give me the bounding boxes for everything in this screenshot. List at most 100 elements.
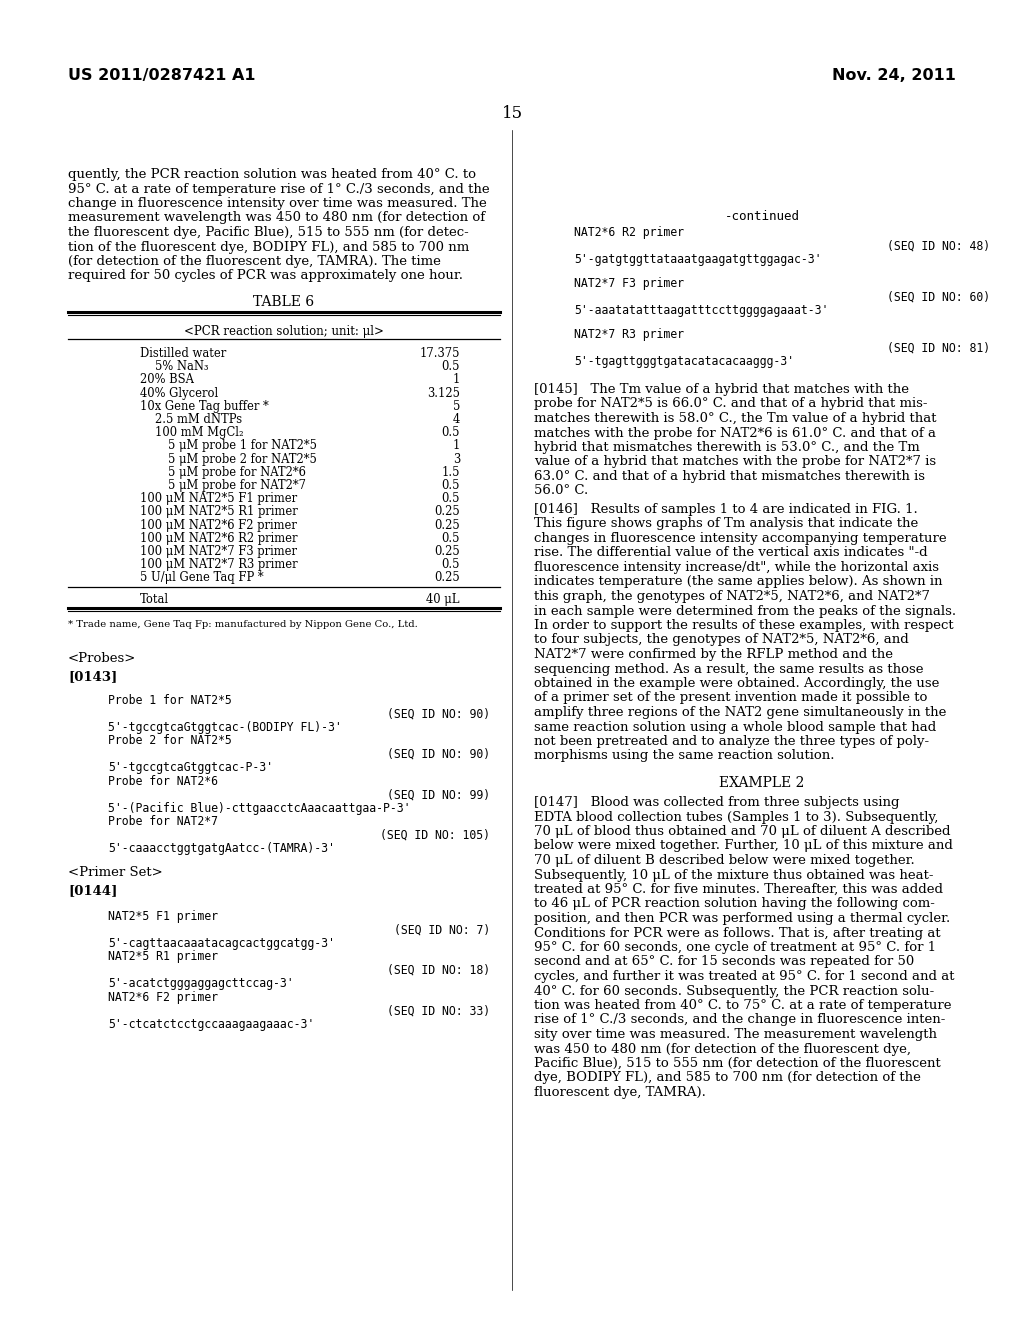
Text: 5'-ctcatctcctgccaaagaagaaac-3': 5'-ctcatctcctgccaaagaagaaac-3' [108,1018,314,1031]
Text: 0.25: 0.25 [434,545,460,558]
Text: position, and then PCR was performed using a thermal cycler.: position, and then PCR was performed usi… [534,912,950,925]
Text: 4: 4 [453,413,460,426]
Text: 5'-acatctgggaggagcttccag-3': 5'-acatctgggaggagcttccag-3' [108,977,294,990]
Text: Pacific Blue), 515 to 555 nm (for detection of the fluorescent: Pacific Blue), 515 to 555 nm (for detect… [534,1057,941,1071]
Text: (SEQ ID NO: 60): (SEQ ID NO: 60) [887,290,990,304]
Text: NAT2*5 R1 primer: NAT2*5 R1 primer [108,950,218,964]
Text: 56.0° C.: 56.0° C. [534,484,588,498]
Text: NAT2*7 were confirmed by the RFLP method and the: NAT2*7 were confirmed by the RFLP method… [534,648,893,661]
Text: 0.25: 0.25 [434,572,460,585]
Text: 0.5: 0.5 [441,558,460,572]
Text: Probe for NAT2*6: Probe for NAT2*6 [108,775,218,788]
Text: hybrid that mismatches therewith is 53.0° C., and the Tm: hybrid that mismatches therewith is 53.0… [534,441,920,454]
Text: 40 μL: 40 μL [427,593,460,606]
Text: 63.0° C. and that of a hybrid that mismatches therewith is: 63.0° C. and that of a hybrid that misma… [534,470,925,483]
Text: 0.5: 0.5 [441,479,460,492]
Text: (SEQ ID NO: 105): (SEQ ID NO: 105) [380,829,490,842]
Text: 15: 15 [502,106,522,121]
Text: <Primer Set>: <Primer Set> [68,866,163,879]
Text: 0.25: 0.25 [434,506,460,519]
Text: 70 μL of diluent B described below were mixed together.: 70 μL of diluent B described below were … [534,854,914,867]
Text: 100 μM NAT2*7 F3 primer: 100 μM NAT2*7 F3 primer [140,545,297,558]
Text: of a primer set of the present invention made it possible to: of a primer set of the present invention… [534,692,928,705]
Text: 5 μM probe for NAT2*6: 5 μM probe for NAT2*6 [168,466,306,479]
Text: Nov. 24, 2011: Nov. 24, 2011 [833,69,956,83]
Text: (SEQ ID NO: 90): (SEQ ID NO: 90) [387,748,490,760]
Text: amplify three regions of the NAT2 gene simultaneously in the: amplify three regions of the NAT2 gene s… [534,706,946,719]
Text: NAT2*6 R2 primer: NAT2*6 R2 primer [574,226,684,239]
Text: 5 μM probe 1 for NAT2*5: 5 μM probe 1 for NAT2*5 [168,440,317,453]
Text: quently, the PCR reaction solution was heated from 40° C. to: quently, the PCR reaction solution was h… [68,168,476,181]
Text: measurement wavelength was 450 to 480 nm (for detection of: measurement wavelength was 450 to 480 nm… [68,211,485,224]
Text: * Trade name, Gene Taq Fp: manufactured by Nippon Gene Co., Ltd.: * Trade name, Gene Taq Fp: manufactured … [68,620,418,628]
Text: 5'-tgccgtcaGtggtcac-(BODIPY FL)-3': 5'-tgccgtcaGtggtcac-(BODIPY FL)-3' [108,721,342,734]
Text: to four subjects, the genotypes of NAT2*5, NAT2*6, and: to four subjects, the genotypes of NAT2*… [534,634,908,647]
Text: morphisms using the same reaction solution.: morphisms using the same reaction soluti… [534,750,835,763]
Text: to 46 μL of PCR reaction solution having the following com-: to 46 μL of PCR reaction solution having… [534,898,935,911]
Text: 95° C. at a rate of temperature rise of 1° C./3 seconds, and the: 95° C. at a rate of temperature rise of … [68,182,489,195]
Text: was 450 to 480 nm (for detection of the fluorescent dye,: was 450 to 480 nm (for detection of the … [534,1043,911,1056]
Text: Probe 2 for NAT2*5: Probe 2 for NAT2*5 [108,734,231,747]
Text: [0144]: [0144] [68,884,118,896]
Text: <Probes>: <Probes> [68,652,136,665]
Text: indicates temperature (the same applies below). As shown in: indicates temperature (the same applies … [534,576,942,589]
Text: 20% BSA: 20% BSA [140,374,194,387]
Text: fluorescence intensity increase/dt", while the horizontal axis: fluorescence intensity increase/dt", whi… [534,561,939,574]
Text: matches with the probe for NAT2*6 is 61.0° C. and that of a: matches with the probe for NAT2*6 is 61.… [534,426,936,440]
Text: 5: 5 [453,400,460,413]
Text: [0143]: [0143] [68,669,118,682]
Text: fluorescent dye, TAMRA).: fluorescent dye, TAMRA). [534,1086,706,1100]
Text: 5'-caaacctggtgatgAatcc-(TAMRA)-3': 5'-caaacctggtgatgAatcc-(TAMRA)-3' [108,842,335,855]
Text: 5'-tgccgtcaGtggtcac-P-3': 5'-tgccgtcaGtggtcac-P-3' [108,762,273,775]
Text: (for detection of the fluorescent dye, TAMRA). The time: (for detection of the fluorescent dye, T… [68,255,441,268]
Text: 0.25: 0.25 [434,519,460,532]
Text: required for 50 cycles of PCR was approximately one hour.: required for 50 cycles of PCR was approx… [68,269,463,282]
Text: 3.125: 3.125 [427,387,460,400]
Text: Probe for NAT2*7: Probe for NAT2*7 [108,816,218,829]
Text: the fluorescent dye, Pacific Blue), 515 to 555 nm (for detec-: the fluorescent dye, Pacific Blue), 515 … [68,226,469,239]
Text: 1: 1 [453,440,460,453]
Text: value of a hybrid that matches with the probe for NAT2*7 is: value of a hybrid that matches with the … [534,455,936,469]
Text: sity over time was measured. The measurement wavelength: sity over time was measured. The measure… [534,1028,937,1041]
Text: 95° C. for 60 seconds, one cycle of treatment at 95° C. for 1: 95° C. for 60 seconds, one cycle of trea… [534,941,936,954]
Text: 5 μM probe 2 for NAT2*5: 5 μM probe 2 for NAT2*5 [168,453,316,466]
Text: In order to support the results of these examples, with respect: In order to support the results of these… [534,619,953,632]
Text: sequencing method. As a result, the same results as those: sequencing method. As a result, the same… [534,663,924,676]
Text: [0147]   Blood was collected from three subjects using: [0147] Blood was collected from three su… [534,796,899,809]
Text: 17.375: 17.375 [420,347,460,360]
Text: 5'-gatgtggttataaatgaagatgttggagac-3': 5'-gatgtggttataaatgaagatgttggagac-3' [574,253,821,267]
Text: rise. The differential value of the vertical axis indicates "-d: rise. The differential value of the vert… [534,546,928,560]
Text: 5'-tgagttgggtgatacatacacaaggg-3': 5'-tgagttgggtgatacatacacaaggg-3' [574,355,794,368]
Text: EXAMPLE 2: EXAMPLE 2 [719,776,805,789]
Text: [0146]   Results of samples 1 to 4 are indicated in FIG. 1.: [0146] Results of samples 1 to 4 are ind… [534,503,918,516]
Text: not been pretreated and to analyze the three types of poly-: not been pretreated and to analyze the t… [534,735,929,748]
Text: 5 μM probe for NAT2*7: 5 μM probe for NAT2*7 [168,479,306,492]
Text: (SEQ ID NO: 48): (SEQ ID NO: 48) [887,239,990,252]
Text: 100 μM NAT2*6 R2 primer: 100 μM NAT2*6 R2 primer [140,532,298,545]
Text: 0.5: 0.5 [441,360,460,374]
Text: 5'-(Pacific Blue)-cttgaacctcAaacaattgaa-P-3': 5'-(Pacific Blue)-cttgaacctcAaacaattgaa-… [108,801,411,814]
Text: Distilled water: Distilled water [140,347,226,360]
Text: (SEQ ID NO: 33): (SEQ ID NO: 33) [387,1005,490,1018]
Text: Conditions for PCR were as follows. That is, after treating at: Conditions for PCR were as follows. That… [534,927,941,940]
Text: (SEQ ID NO: 18): (SEQ ID NO: 18) [387,964,490,977]
Text: Probe 1 for NAT2*5: Probe 1 for NAT2*5 [108,694,231,706]
Text: probe for NAT2*5 is 66.0° C. and that of a hybrid that mis-: probe for NAT2*5 is 66.0° C. and that of… [534,397,928,411]
Text: US 2011/0287421 A1: US 2011/0287421 A1 [68,69,256,83]
Text: second and at 65° C. for 15 seconds was repeated for 50: second and at 65° C. for 15 seconds was … [534,956,914,969]
Text: 1.5: 1.5 [441,466,460,479]
Text: 100 μM NAT2*7 R3 primer: 100 μM NAT2*7 R3 primer [140,558,298,572]
Text: in each sample were determined from the peaks of the signals.: in each sample were determined from the … [534,605,956,618]
Text: 40% Glycerol: 40% Glycerol [140,387,218,400]
Text: cycles, and further it was treated at 95° C. for 1 second and at: cycles, and further it was treated at 95… [534,970,954,983]
Text: (SEQ ID NO: 81): (SEQ ID NO: 81) [887,342,990,355]
Text: 100 μM NAT2*5 R1 primer: 100 μM NAT2*5 R1 primer [140,506,298,519]
Text: 10x Gene Tag buffer *: 10x Gene Tag buffer * [140,400,268,413]
Text: this graph, the genotypes of NAT2*5, NAT2*6, and NAT2*7: this graph, the genotypes of NAT2*5, NAT… [534,590,930,603]
Text: 3: 3 [453,453,460,466]
Text: 100 μM NAT2*6 F2 primer: 100 μM NAT2*6 F2 primer [140,519,297,532]
Text: 0.5: 0.5 [441,492,460,506]
Text: 1: 1 [453,374,460,387]
Text: 40° C. for 60 seconds. Subsequently, the PCR reaction solu-: 40° C. for 60 seconds. Subsequently, the… [534,985,934,998]
Text: tion of the fluorescent dye, BODIPY FL), and 585 to 700 nm: tion of the fluorescent dye, BODIPY FL),… [68,240,469,253]
